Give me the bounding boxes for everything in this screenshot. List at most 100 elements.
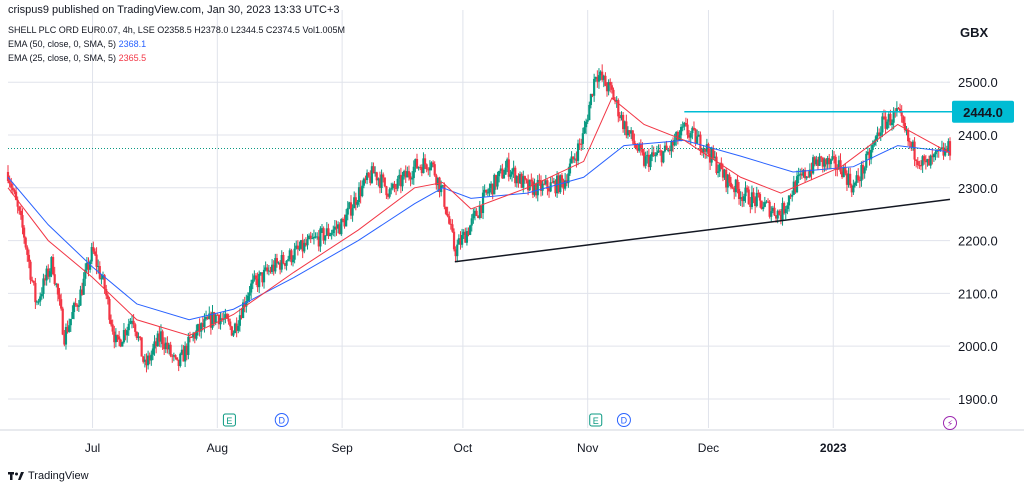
candle-body <box>863 167 866 174</box>
candle-body <box>586 120 589 122</box>
candle-body <box>394 187 398 189</box>
candle-body <box>158 333 161 342</box>
split-marker-label: ⚡ <box>947 420 953 430</box>
candle-body <box>138 336 142 338</box>
candle-body <box>948 141 952 156</box>
candle-body <box>333 226 336 230</box>
earnings-marker-label: E <box>226 416 232 426</box>
candle-body <box>847 173 850 185</box>
candle-body <box>630 130 633 134</box>
candle-body <box>290 250 293 263</box>
candle-body <box>638 143 641 151</box>
candle-body <box>143 359 146 362</box>
candle-body <box>221 318 224 320</box>
candle-body <box>704 148 707 152</box>
candle-body <box>551 182 554 184</box>
candle-body <box>520 174 523 188</box>
candle-body <box>845 173 849 185</box>
candle-body <box>692 127 696 130</box>
candle-body <box>552 180 555 183</box>
candle-body <box>657 150 660 153</box>
candle-body <box>910 142 913 148</box>
candle-body <box>385 186 388 196</box>
candle-body <box>105 289 108 296</box>
candle-body <box>812 157 815 174</box>
candle-body <box>130 320 134 322</box>
candle-body <box>354 197 357 205</box>
grid <box>8 10 950 428</box>
candle-body <box>626 130 630 136</box>
candle-body <box>237 325 240 331</box>
candle-body <box>544 180 547 184</box>
candle-body <box>679 126 683 136</box>
candle-body <box>911 141 915 148</box>
candle-body <box>536 179 539 196</box>
candle-body <box>98 266 101 279</box>
candle-body <box>601 71 604 80</box>
candle-body <box>327 228 330 236</box>
candle-body <box>179 353 182 366</box>
candle-body <box>161 331 164 345</box>
candle-body <box>356 202 359 205</box>
candle-body <box>747 189 750 205</box>
candle-body <box>274 258 277 272</box>
candle-body <box>51 257 55 275</box>
candle-body <box>866 151 869 154</box>
candle-body <box>238 315 241 326</box>
candle-body <box>604 75 607 86</box>
legend-symbol-row[interactable]: SHELL PLC ORD EUR0.07, 4h, LSE O2358.5 H… <box>8 23 345 37</box>
candle-body <box>531 181 535 195</box>
candle-body <box>259 272 262 274</box>
candle-body <box>898 108 902 112</box>
candle-body <box>820 156 823 158</box>
chart-legend: SHELL PLC ORD EUR0.07, 4h, LSE O2358.5 H… <box>8 23 345 65</box>
candle-body <box>762 206 765 210</box>
candle-body <box>514 167 517 184</box>
candle-body <box>182 349 185 362</box>
candle-body <box>795 176 799 193</box>
candle-body <box>712 148 715 159</box>
candle-body <box>729 182 733 188</box>
candle-body <box>644 156 647 166</box>
candle-body <box>929 155 932 166</box>
y-tick-label: 1900.0 <box>958 392 998 407</box>
candle-body <box>784 208 787 214</box>
candle-body <box>491 183 494 195</box>
candle-body <box>298 248 301 250</box>
candle-body <box>683 122 686 127</box>
candle-body <box>156 333 159 347</box>
candle-body <box>890 122 894 126</box>
candle-body <box>61 308 64 335</box>
candle-body <box>855 175 858 183</box>
candle-body <box>575 158 578 161</box>
candle-body <box>151 348 155 355</box>
candle-body <box>824 159 828 165</box>
candle-body <box>349 202 353 216</box>
candle-body <box>681 126 684 128</box>
candle-body <box>849 173 852 186</box>
candle-body <box>654 154 657 156</box>
tradingview-logo[interactable]: TradingView <box>8 470 89 482</box>
legend-ema50-value: 2368.1 <box>118 39 147 49</box>
candle-body <box>272 264 275 272</box>
x-tick-label: Jul <box>85 441 100 455</box>
candle-body <box>240 315 243 318</box>
candle-body <box>341 219 345 221</box>
candle-body <box>507 159 510 177</box>
candle-body <box>187 336 190 355</box>
candle-body <box>296 245 299 249</box>
candle-body <box>828 158 831 165</box>
legend-ema50-row[interactable]: EMA (50, close, 0, SMA, 5) 2368.1 <box>8 37 345 51</box>
dividend-marker-label: D <box>278 416 285 426</box>
candle-body <box>663 145 667 152</box>
candle-body <box>647 154 650 168</box>
candle-body <box>576 143 580 161</box>
candle-body <box>742 196 745 202</box>
candle-body <box>203 319 206 328</box>
candle-body <box>832 156 836 158</box>
candle-body <box>805 176 808 179</box>
candle-body <box>678 135 681 141</box>
legend-ema25-row[interactable]: EMA (25, close, 0, SMA, 5) 2365.5 <box>8 51 345 65</box>
